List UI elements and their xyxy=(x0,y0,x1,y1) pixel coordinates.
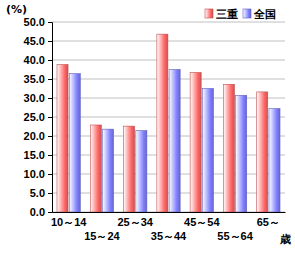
bar xyxy=(169,70,180,213)
y-tick: 10.0 xyxy=(24,168,52,180)
y-tick-mark xyxy=(48,41,52,42)
legend: 三重 全国 xyxy=(205,8,276,21)
y-axis: 0.0 5.0 10.0 15.0 20.0 25.0 30.0 35.0 40.0 45.0 50… xyxy=(24,16,53,218)
grid-line xyxy=(52,136,285,137)
y-tick-label: 25.0 xyxy=(24,111,45,123)
y-tick-label: 35.0 xyxy=(24,73,45,85)
grid-line xyxy=(52,193,285,194)
chart: 0.0 5.0 10.0 15.0 20.0 25.0 30.0 35.0 40.0 45.0 50… xyxy=(0,0,295,255)
bar xyxy=(157,34,168,212)
y-tick-mark xyxy=(48,22,52,23)
y-tick: 0.0 xyxy=(30,206,52,218)
grid-line xyxy=(52,22,285,23)
y-tick-label: 20.0 xyxy=(24,130,45,142)
legend-item: 全国 xyxy=(243,8,276,21)
x-tick: 25～34 xyxy=(117,216,153,228)
y-tick-mark xyxy=(48,212,52,213)
legend-swatch xyxy=(205,9,213,18)
x-axis-line xyxy=(53,212,286,213)
y-tick: 40.0 xyxy=(24,54,52,66)
bar xyxy=(257,92,268,212)
series xyxy=(57,34,268,212)
x-tick-label: 55～64 xyxy=(217,230,253,242)
y-tick: 30.0 xyxy=(24,92,52,104)
x-tick-label: 15～24 xyxy=(84,230,120,242)
y-tick-label: 0.0 xyxy=(30,206,45,218)
grid-line xyxy=(52,212,285,213)
legend-item: 三重 xyxy=(205,8,238,21)
y-tick-label: 15.0 xyxy=(24,149,45,161)
bar xyxy=(269,109,280,212)
y-tick-label: 30.0 xyxy=(24,92,45,104)
legend-label: 全国 xyxy=(253,8,276,21)
y-tick-mark xyxy=(48,79,52,80)
x-tick-label: 10～14 xyxy=(51,216,87,228)
x-axis: 10～14 15～24 25～34 35～44 45～54 55～64 65～ xyxy=(51,213,286,242)
y-tick-mark xyxy=(48,60,52,61)
y-axis-line xyxy=(48,23,53,213)
y-tick-label: 40.0 xyxy=(24,54,45,66)
bars xyxy=(57,34,280,212)
y-tick: 5.0 xyxy=(30,187,52,199)
bar xyxy=(236,95,247,212)
y-tick: 25.0 xyxy=(24,111,52,123)
x-tick: 15～24 xyxy=(84,230,120,242)
y-tick-mark xyxy=(48,174,52,175)
y-tick: 50.0 xyxy=(24,16,52,28)
y-tick-mark xyxy=(48,98,52,99)
x-tick-label: 45～54 xyxy=(184,216,220,228)
y-tick: 45.0 xyxy=(24,35,52,47)
x-tick: 35～44 xyxy=(151,230,187,242)
legend-swatch xyxy=(243,9,251,18)
legend-label: 三重 xyxy=(216,8,238,21)
x-tick-label: 65～ xyxy=(257,216,280,228)
x-axis-title: 歳 xyxy=(279,233,291,246)
bar xyxy=(57,65,68,212)
plot: 0.0 5.0 10.0 15.0 20.0 25.0 30.0 35.0 40.0 45.0 50… xyxy=(24,8,286,242)
bar xyxy=(202,89,213,213)
y-tick: 15.0 xyxy=(24,149,52,161)
y-tick-label: 5.0 xyxy=(30,187,45,199)
grid-line xyxy=(52,41,285,42)
x-tick-label: 35～44 xyxy=(151,230,187,242)
bar xyxy=(136,131,147,212)
grid-line xyxy=(52,60,285,61)
y-tick-label: 10.0 xyxy=(24,168,45,180)
bar xyxy=(90,125,101,212)
y-tick-mark xyxy=(48,193,52,194)
grid-line xyxy=(52,155,285,156)
y-tick-mark xyxy=(48,136,52,137)
x-tick: 65～ xyxy=(257,216,280,228)
bar xyxy=(103,129,114,212)
grid-line xyxy=(52,174,285,175)
grid-line xyxy=(52,98,285,99)
y-tick: 20.0 xyxy=(24,130,52,142)
bar xyxy=(190,73,201,212)
y-tick-label: 45.0 xyxy=(24,35,45,47)
y-tick-mark xyxy=(48,117,52,118)
x-tick: 45～54 xyxy=(184,216,220,228)
y-axis-title: (%) xyxy=(6,3,27,16)
y-tick-label: 50.0 xyxy=(24,16,45,28)
x-tick: 10～14 xyxy=(51,216,87,228)
bar xyxy=(124,126,135,212)
y-tick-mark xyxy=(48,155,52,156)
grid xyxy=(52,22,285,212)
y-tick: 35.0 xyxy=(24,73,52,85)
bar xyxy=(69,74,80,212)
grid-line xyxy=(52,117,285,118)
grid-line xyxy=(52,79,285,80)
x-tick-label: 25～34 xyxy=(117,216,153,228)
x-tick: 55～64 xyxy=(217,230,253,242)
series xyxy=(69,70,280,213)
bar xyxy=(223,84,234,212)
